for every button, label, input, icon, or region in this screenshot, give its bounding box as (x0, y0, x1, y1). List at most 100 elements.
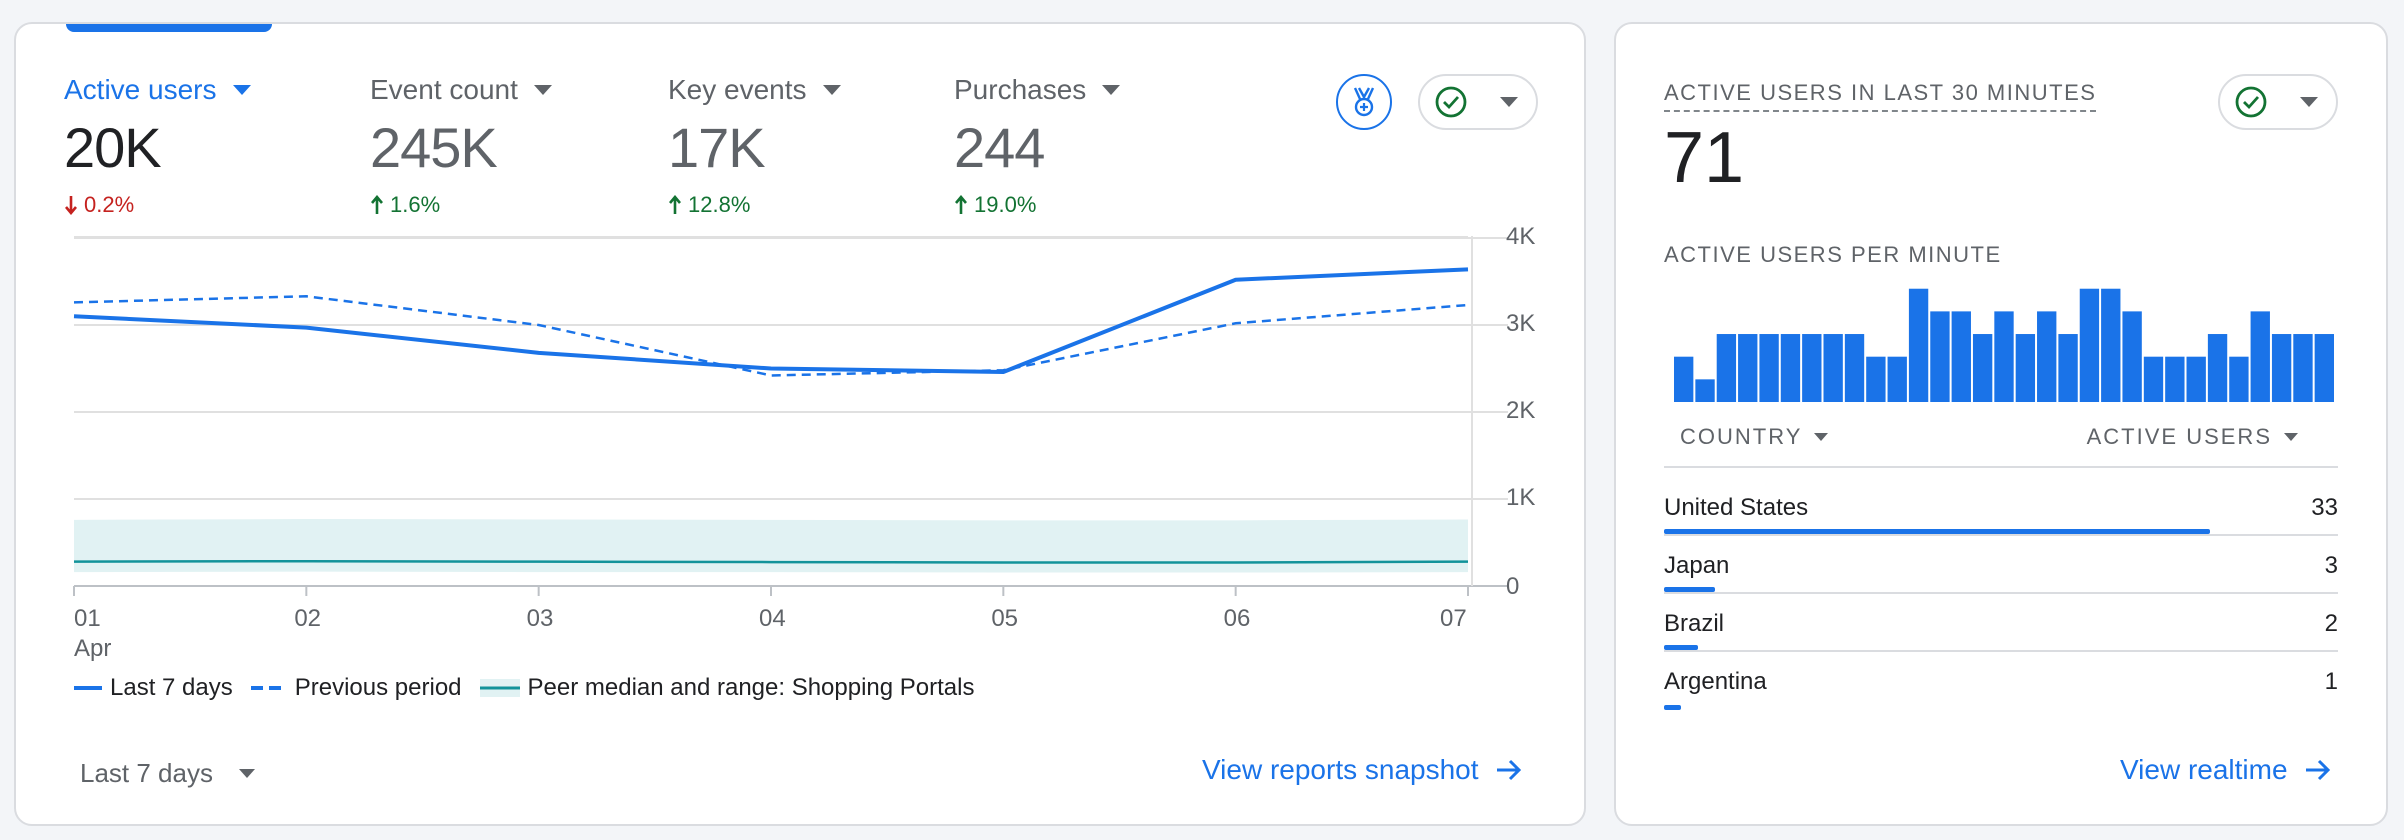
country-name: Japan (1664, 552, 1730, 579)
previous-period-line (73, 295, 1469, 377)
band-swatch (479, 679, 520, 697)
metric-active-users[interactable]: Active users 20K 0.2% (64, 74, 251, 218)
realtime-title[interactable]: ACTIVE USERS IN LAST 30 MINUTES (1664, 80, 2097, 112)
country-count: 1 (2324, 668, 2338, 695)
active-tab-indicator (66, 24, 272, 32)
minute-bar (2186, 356, 2206, 402)
minute-bar (1930, 311, 1950, 402)
check-circle-icon (1435, 86, 1467, 118)
arrow-up-icon (371, 195, 383, 214)
x-tick-label: 07 (1440, 605, 1467, 632)
minute-bar (1887, 356, 1907, 402)
caret-down-icon (2300, 97, 2318, 107)
table-row[interactable]: Argentina 1 (1664, 652, 2338, 710)
caret-down-icon (1814, 433, 1829, 441)
country-share-bar (1664, 705, 1681, 710)
country-count: 2 (2324, 610, 2338, 637)
peer-range-band (74, 519, 1468, 573)
x-tick-label: 06 (1224, 605, 1251, 632)
caret-down-icon (2284, 433, 2298, 441)
x-tick-label: 01 (74, 605, 101, 632)
legend-label: Last 7 days (110, 674, 233, 701)
minute-bar (2271, 334, 2292, 402)
minute-bar (1716, 334, 1737, 402)
chart-legend: Last 7 days Previous period Peer median … (74, 674, 992, 702)
minute-bar (2143, 356, 2164, 402)
realtime-value: 71 (1664, 118, 1745, 198)
metric-purchases[interactable]: Purchases 244 19.0% (954, 74, 1121, 218)
minute-bar (1951, 311, 1971, 402)
x-tick-label: 03 (527, 605, 554, 632)
active-users-column-header[interactable]: ACTIVE USERS (2087, 424, 2298, 450)
metric-label: Purchases (954, 74, 1087, 105)
dashed-line-swatch (250, 686, 287, 690)
arrow-right-icon (2305, 759, 2330, 781)
y-tick-label: 4K (1506, 223, 1535, 250)
country-count: 3 (2324, 552, 2338, 579)
y-tick-label: 2K (1506, 397, 1535, 424)
metric-label: Event count (370, 74, 518, 105)
metric-delta: 0.2% (84, 192, 135, 217)
view-reports-snapshot-link[interactable]: View reports snapshot (1202, 754, 1523, 786)
x-tick-label: 04 (759, 605, 786, 632)
minute-bar (1695, 379, 1715, 402)
table-row[interactable]: Japan 3 (1664, 536, 2338, 594)
metric-delta: 19.0% (974, 192, 1037, 217)
caret-down-icon (238, 769, 255, 778)
date-range-value: Last 7 days (80, 758, 213, 788)
caret-down-icon (822, 85, 841, 95)
metric-key-events[interactable]: Key events 17K 12.8% (668, 74, 841, 218)
minute-bar (1844, 334, 1865, 402)
minute-bar (2314, 334, 2334, 402)
minute-bar (1802, 334, 1822, 402)
data-quality-status-button[interactable] (1418, 74, 1538, 130)
link-label: View realtime (2120, 754, 2288, 785)
table-row[interactable]: United States 33 (1664, 478, 2338, 536)
minute-bar (2015, 334, 2036, 402)
minute-bar (1972, 334, 1993, 402)
caret-down-icon (232, 85, 251, 95)
minute-bar (1866, 356, 1886, 402)
arrow-up-icon (669, 195, 681, 214)
view-realtime-link[interactable]: View realtime (2120, 754, 2332, 786)
peer-median-line (73, 559, 1469, 564)
metric-label: Active users (64, 74, 217, 105)
minute-bar (1738, 334, 1758, 402)
metric-delta: 12.8% (688, 192, 751, 217)
minute-bar (1759, 334, 1779, 402)
metric-event-count[interactable]: Event count 245K 1.6% (370, 74, 552, 218)
country-name: Brazil (1664, 610, 1725, 637)
arrow-up-icon (955, 195, 967, 214)
minute-bar (1994, 311, 2014, 402)
caret-down-icon (533, 85, 552, 95)
date-range-select[interactable]: Last 7 days (80, 758, 255, 789)
insights-button[interactable] (1336, 74, 1392, 130)
minute-bar (1823, 334, 1843, 402)
minute-bar (2058, 334, 2078, 402)
legend-label: Previous period (294, 674, 462, 701)
minute-bar (2079, 288, 2100, 402)
x-tick-label: 05 (991, 605, 1018, 632)
arrow-down-icon (65, 196, 77, 215)
minute-bar (2165, 356, 2185, 402)
minute-bar (2037, 311, 2057, 402)
legend-label: Peer median and range: Shopping Portals (527, 674, 975, 701)
minute-bar (2229, 356, 2249, 402)
country-count: 33 (2311, 494, 2338, 521)
table-row[interactable]: Brazil 2 (1664, 594, 2338, 652)
solid-line-swatch (74, 686, 102, 690)
x-tick-label: 02 (294, 605, 321, 632)
minute-bar (2101, 288, 2121, 402)
metric-value: 244 (954, 116, 1045, 179)
country-share-bar (1664, 645, 1698, 650)
realtime-status-button[interactable] (2218, 74, 2338, 130)
country-column-header[interactable]: COUNTRY (1680, 424, 1829, 450)
column-label: COUNTRY (1680, 424, 1803, 449)
country-name: Argentina (1664, 668, 1767, 695)
arrow-right-icon (1496, 759, 1521, 781)
minute-bar (2250, 311, 2270, 402)
reports-snapshot-card: Active users 20K 0.2% Event count 245K 1… (14, 22, 1586, 826)
caret-down-icon (1500, 97, 1518, 107)
metric-value: 20K (64, 116, 162, 179)
legend-item-peer-median: Peer median and range: Shopping Portals (479, 674, 975, 702)
